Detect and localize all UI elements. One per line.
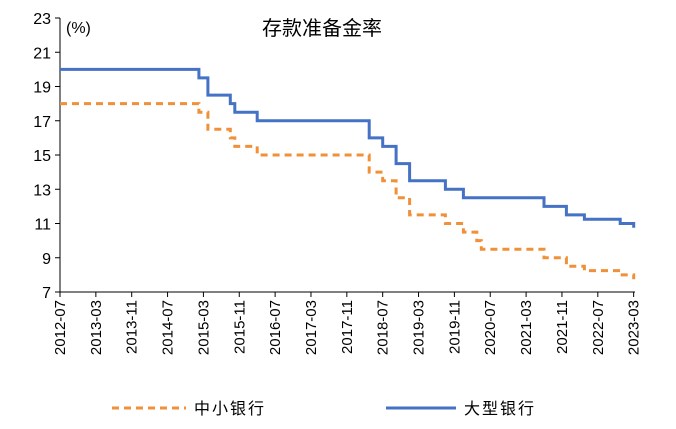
x-tick-label: 2022-07 (590, 300, 607, 355)
x-tick-label: 2017-03 (303, 300, 320, 355)
legend-label-large-banks: 大型银行 (464, 399, 536, 418)
x-tick-label: 2013-11 (124, 300, 141, 354)
x-tick-label: 2021-03 (518, 300, 535, 355)
y-tick-label: 21 (33, 45, 51, 62)
y-tick-label: 11 (34, 217, 51, 234)
y-tick-label: 13 (33, 182, 51, 199)
x-tick-label: 2015-11 (231, 300, 248, 354)
x-tick-label: 2021-11 (554, 300, 571, 354)
x-tick-label: 2015-03 (195, 300, 212, 355)
y-tick-label: 15 (33, 148, 51, 165)
chart-title: 存款准备金率 (262, 16, 382, 40)
series-group (60, 67, 636, 280)
x-tick-label: 2013-03 (88, 300, 105, 355)
y-tick-label: 17 (33, 114, 51, 131)
x-tick-label: 2014-07 (160, 300, 177, 355)
series-line-large-banks (60, 67, 636, 228)
x-tick-label: 2012-07 (52, 300, 69, 355)
y-tick-label: 9 (42, 251, 51, 268)
y-unit-label: (%) (66, 20, 91, 37)
axes: 7 9 11 13 15 17 19 21 23 2012-07 2013-03 2013-11 201… (33, 11, 642, 355)
legend-label-small-banks: 中小银行 (194, 399, 266, 418)
y-tick-label: 23 (33, 11, 51, 28)
y-tick-label: 19 (33, 80, 51, 97)
legend: 中小银行 大型银行 (112, 399, 536, 418)
x-tick-label: 2018-07 (375, 300, 392, 355)
series-line-small-banks (60, 102, 636, 280)
x-tick-label: 2019-03 (411, 300, 428, 355)
x-tick-label: 2019-11 (446, 300, 463, 354)
x-tick-label: 2016-07 (267, 300, 284, 355)
x-tick-label: 2020-07 (482, 300, 499, 355)
x-tick-label: 2023-03 (626, 300, 643, 355)
y-tick-label: 7 (42, 285, 51, 302)
x-tick-label: 2017-11 (339, 300, 356, 354)
